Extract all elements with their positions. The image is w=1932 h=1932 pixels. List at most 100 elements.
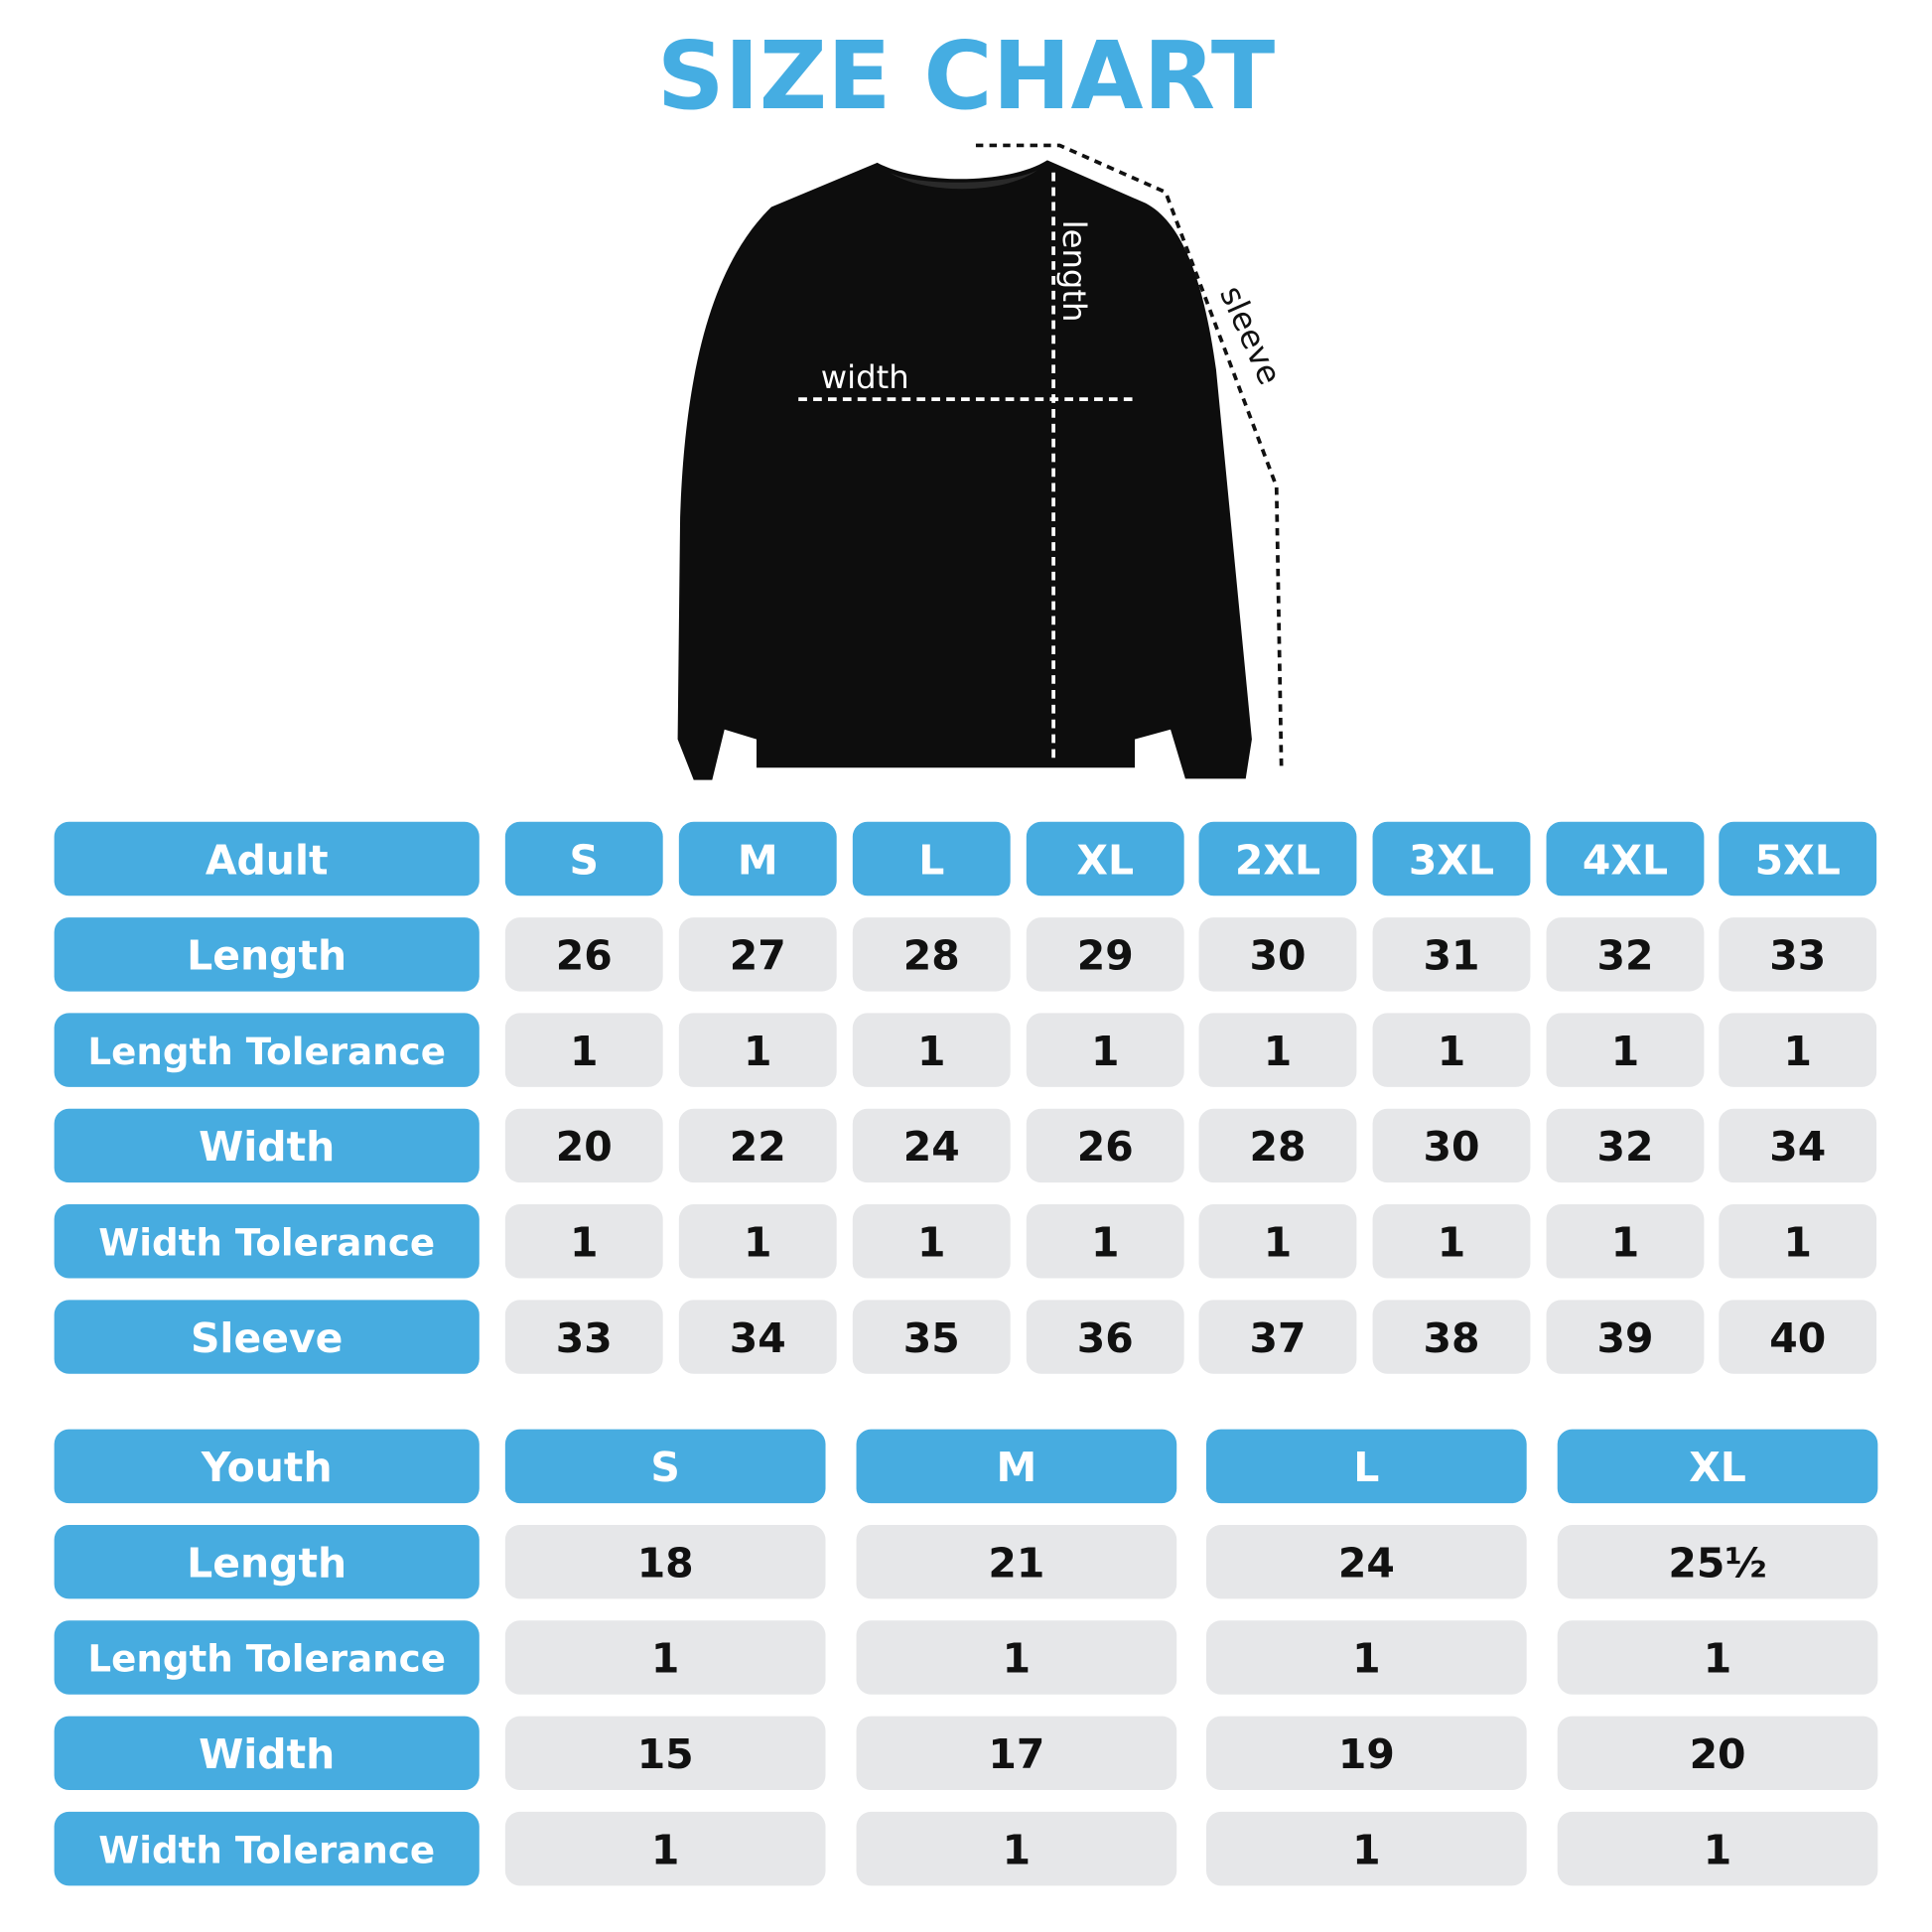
value: 15 [637, 1730, 694, 1778]
value: 21 [988, 1539, 1044, 1587]
width-label: width [821, 358, 909, 396]
value: 29 [1077, 932, 1134, 980]
value: 1 [570, 1218, 598, 1266]
value-cell [1719, 1204, 1877, 1279]
value-cell [1026, 1300, 1184, 1374]
row-label: Length [187, 1539, 346, 1587]
value-cell [852, 917, 1011, 992]
value-cell [1206, 1811, 1527, 1886]
value: 1 [1438, 1028, 1465, 1075]
value: 34 [730, 1314, 786, 1362]
row-label-cell [54, 1429, 480, 1504]
value: 36 [1077, 1314, 1134, 1362]
row-label-cell [54, 1300, 480, 1374]
value-cell [1719, 1013, 1877, 1087]
value-cell [504, 1300, 663, 1374]
row-label: Width Tolerance [98, 1220, 435, 1264]
value: 35 [903, 1314, 960, 1362]
value: 30 [1250, 932, 1307, 980]
value-cell [1372, 1108, 1531, 1183]
value-cell [1557, 1716, 1878, 1791]
value: 24 [903, 1123, 960, 1171]
row-label: Sleeve [191, 1314, 344, 1362]
row-label-cell [54, 1013, 480, 1087]
row-label-cell [54, 821, 480, 897]
value-cell [1719, 1300, 1877, 1374]
value: 1 [1783, 1028, 1811, 1075]
size-header-cell [1557, 1429, 1878, 1504]
value-cell [1546, 917, 1705, 992]
value: 33 [1769, 932, 1826, 980]
value-cell [1206, 1716, 1527, 1791]
value: 26 [1077, 1123, 1134, 1171]
value: 32 [1596, 932, 1653, 980]
size-header: XL [1689, 1444, 1746, 1491]
size-header: 3XL [1409, 836, 1494, 884]
value: 1 [1352, 1635, 1380, 1683]
value-cell [1372, 917, 1531, 992]
value-cell [1198, 1204, 1357, 1279]
value-cell [1026, 1013, 1184, 1087]
value-cell [1557, 1524, 1878, 1599]
size-header-cell [1372, 821, 1531, 897]
value: 1 [1704, 1826, 1731, 1873]
value: 1 [651, 1826, 679, 1873]
value: 25½ [1668, 1539, 1766, 1587]
value: 1 [651, 1635, 679, 1683]
value: 1 [744, 1218, 771, 1266]
row-label: Width Tolerance [98, 1828, 435, 1871]
size-header: 4XL [1583, 836, 1668, 884]
row-label-cell [54, 1108, 480, 1183]
value: 31 [1423, 932, 1479, 980]
size-header-cell [678, 821, 837, 897]
value-cell [852, 1013, 1011, 1087]
value: 1 [1091, 1218, 1119, 1266]
value: 20 [556, 1123, 613, 1171]
value-cell [1206, 1524, 1527, 1599]
value-cell [678, 1300, 837, 1374]
size-header-cell [1198, 821, 1357, 897]
value: 38 [1423, 1314, 1479, 1362]
row-label: Length [187, 932, 346, 980]
neckline [890, 170, 1037, 190]
size-header-cell [1026, 821, 1184, 897]
value: 1 [1264, 1028, 1292, 1075]
value-cell [856, 1811, 1177, 1886]
value: 1 [1003, 1826, 1031, 1873]
row-label: Adult [206, 836, 329, 884]
value-cell [504, 1524, 826, 1599]
value-cell [1546, 1300, 1705, 1374]
size-header-cell [1206, 1429, 1527, 1504]
value-cell [504, 1204, 663, 1279]
value-cell [1557, 1620, 1878, 1695]
value-cell [1026, 1108, 1184, 1183]
value: 30 [1423, 1123, 1479, 1171]
value: 26 [556, 932, 613, 980]
value: 1 [744, 1028, 771, 1075]
value-cell [1206, 1620, 1527, 1695]
value-cell [1546, 1204, 1705, 1279]
value-cell [1372, 1013, 1531, 1087]
size-header-cell [852, 821, 1011, 897]
value: 1 [1352, 1826, 1380, 1873]
size-header: M [738, 836, 778, 884]
value: 28 [903, 932, 960, 980]
value-cell [504, 1108, 663, 1183]
size-header: 5XL [1755, 836, 1841, 884]
row-label: Width [199, 1123, 335, 1171]
value: 37 [1250, 1314, 1307, 1362]
size-header-cell [856, 1429, 1177, 1504]
value-cell [504, 1716, 826, 1791]
row-label: Width [199, 1730, 335, 1778]
value-cell [852, 1300, 1011, 1374]
sweater [677, 160, 1252, 780]
value-cell [1546, 1013, 1705, 1087]
value: 1 [917, 1218, 945, 1266]
value: 24 [1338, 1539, 1395, 1587]
value-cell [1372, 1204, 1531, 1279]
value-cell [852, 1108, 1011, 1183]
length-label: length [1055, 220, 1093, 323]
value-cell [1719, 917, 1877, 992]
value-cell [852, 1204, 1011, 1279]
